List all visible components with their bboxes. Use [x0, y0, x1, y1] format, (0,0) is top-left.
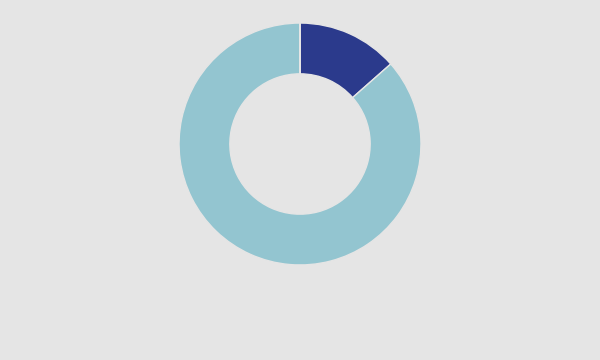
Wedge shape [179, 23, 421, 265]
Wedge shape [300, 23, 391, 98]
